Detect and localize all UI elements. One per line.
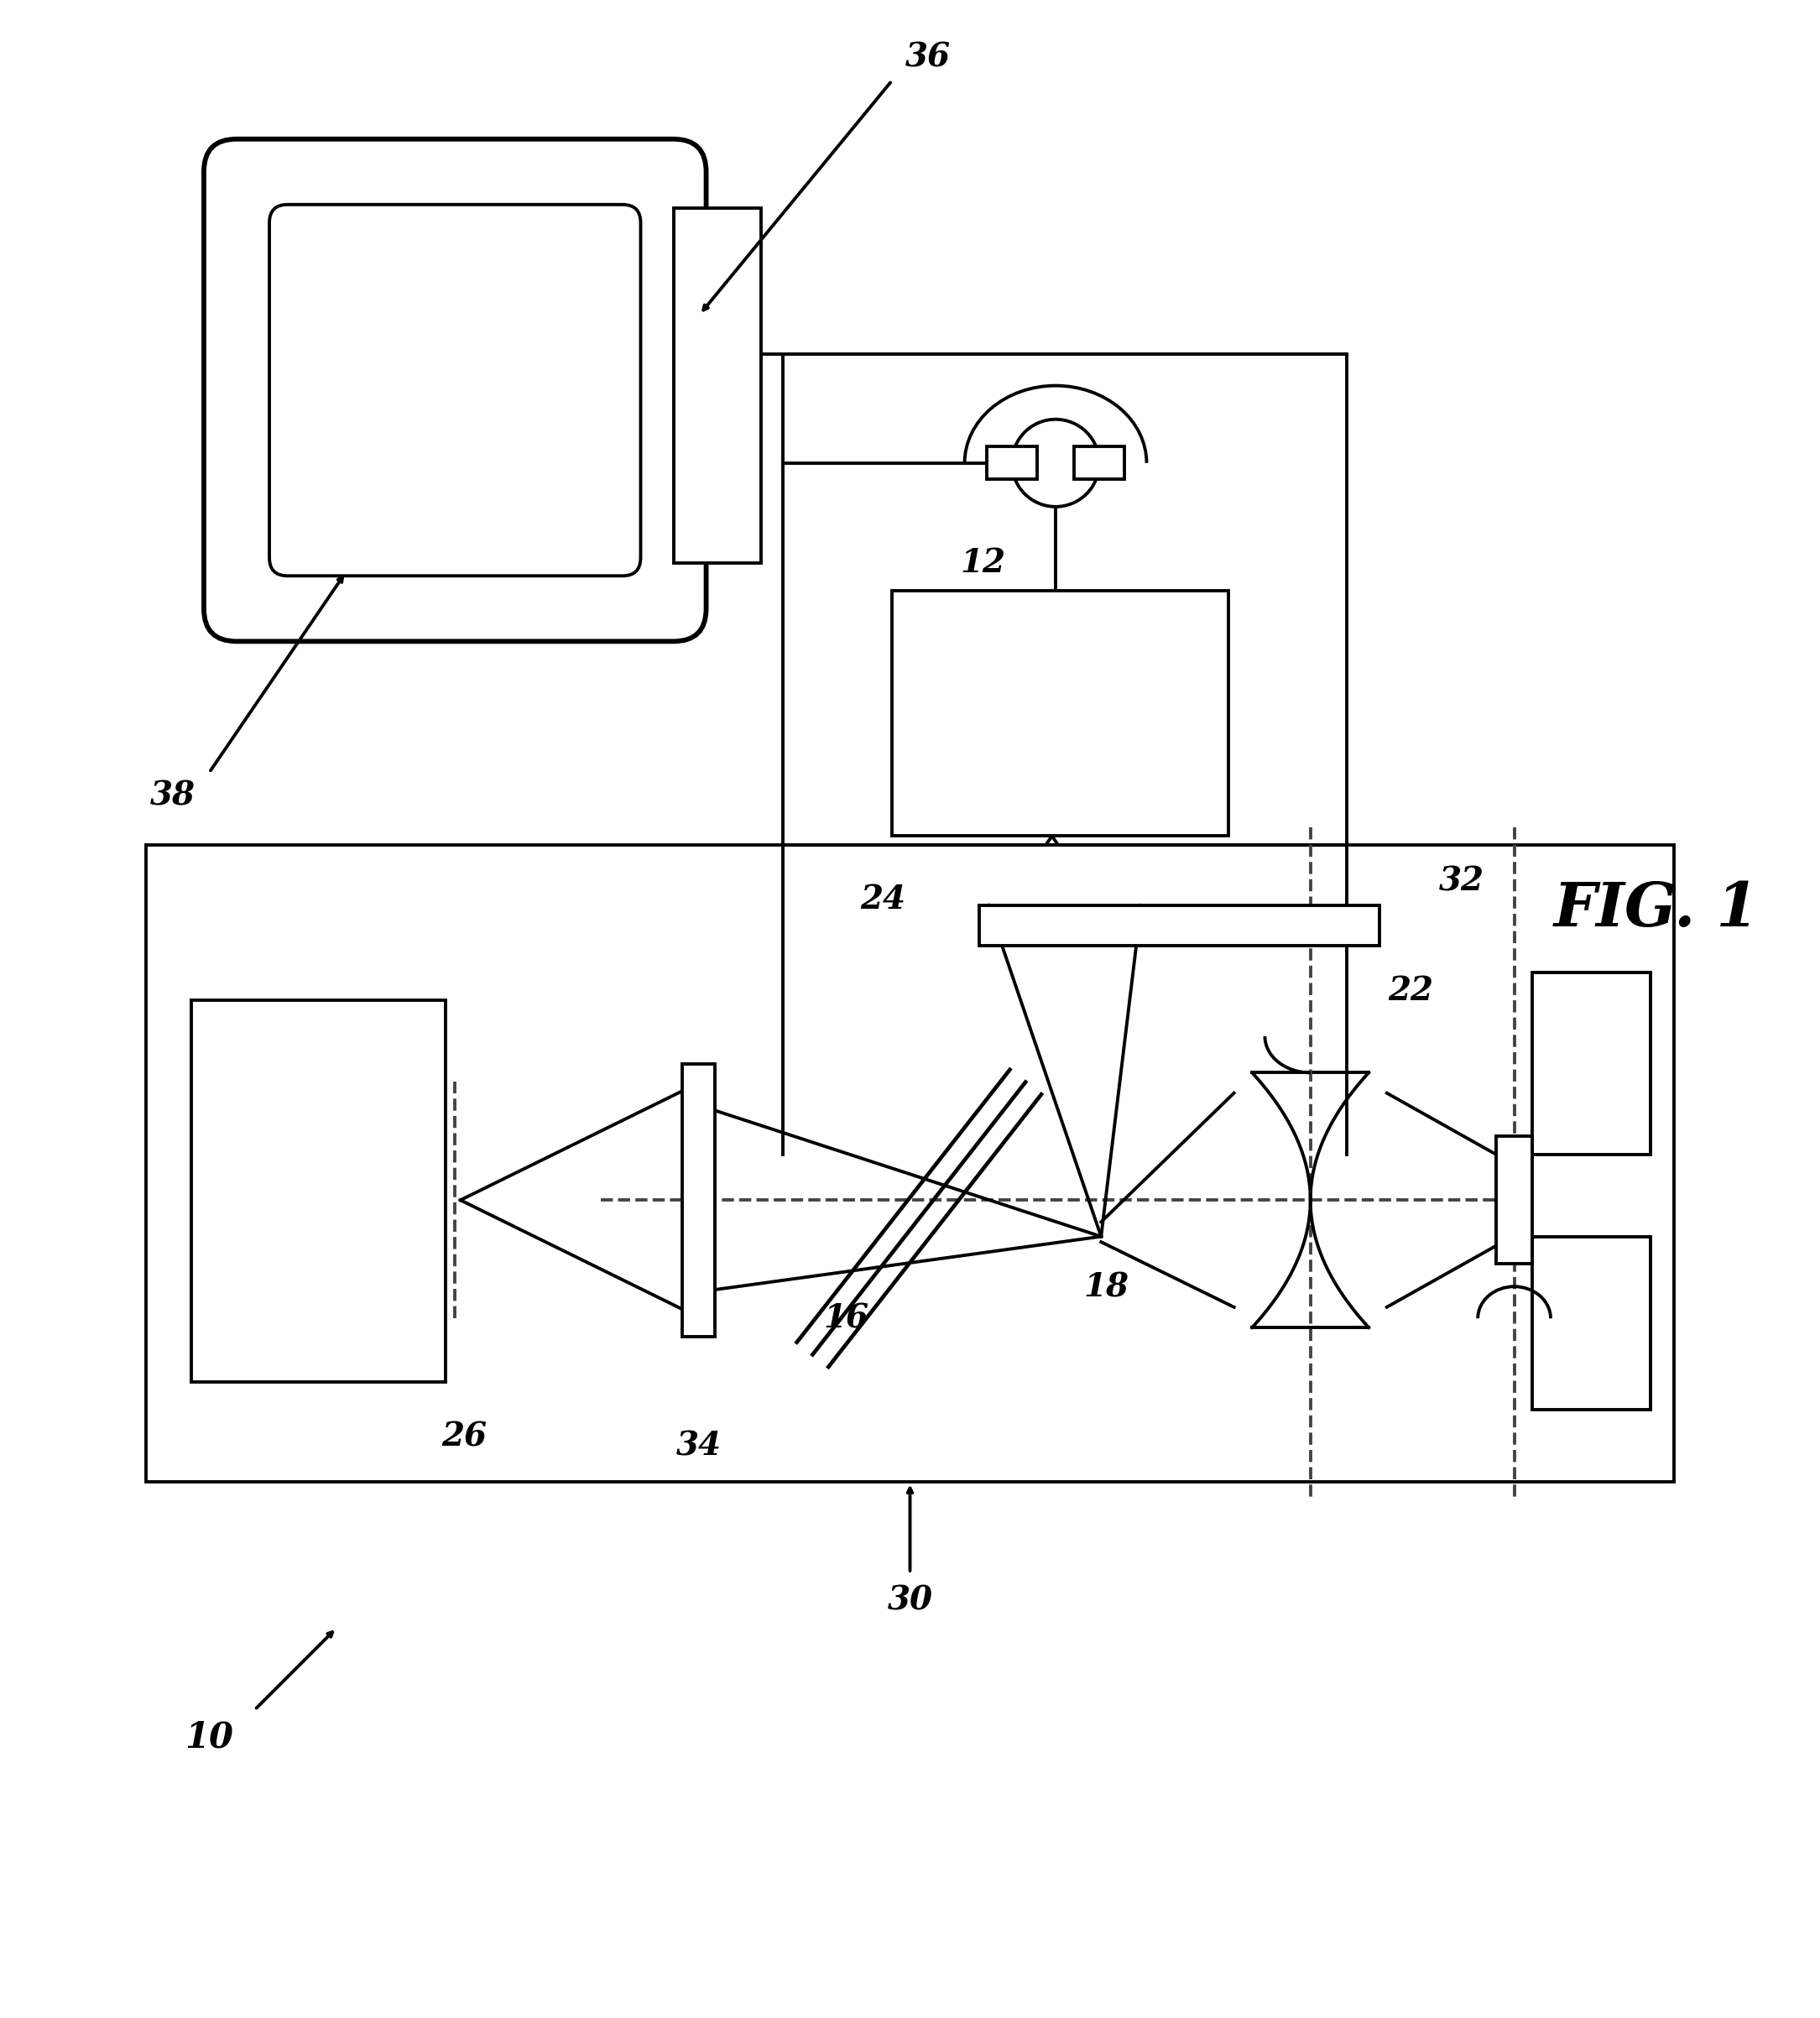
Text: 30: 30 xyxy=(888,1584,932,1616)
Bar xyxy=(682,1063,715,1336)
Text: 36: 36 xyxy=(906,40,950,73)
Bar xyxy=(1496,1136,1532,1263)
Text: 34: 34 xyxy=(677,1431,721,1461)
Bar xyxy=(191,999,446,1382)
Text: 22: 22 xyxy=(1389,975,1432,1007)
Text: 24: 24 xyxy=(861,884,905,916)
Text: 12: 12 xyxy=(961,547,1005,579)
Bar xyxy=(146,846,1674,1481)
Text: 26: 26 xyxy=(442,1421,486,1453)
Text: 40: 40 xyxy=(1580,1348,1623,1380)
Text: 28: 28 xyxy=(1037,698,1083,728)
Text: 32: 32 xyxy=(1440,866,1483,898)
Bar xyxy=(892,591,1228,835)
Bar xyxy=(986,446,1037,480)
Text: 18: 18 xyxy=(1085,1271,1128,1304)
Text: 10: 10 xyxy=(186,1719,233,1754)
Text: 14: 14 xyxy=(297,1174,340,1207)
Bar xyxy=(1532,1237,1651,1409)
Bar xyxy=(1532,973,1651,1154)
Text: 16: 16 xyxy=(824,1302,868,1334)
Bar xyxy=(979,906,1380,944)
Text: FIG. 1: FIG. 1 xyxy=(1554,880,1758,938)
FancyBboxPatch shape xyxy=(204,139,706,642)
Bar xyxy=(1074,446,1125,480)
Text: 20: 20 xyxy=(1571,1316,1614,1348)
FancyBboxPatch shape xyxy=(269,204,641,575)
Bar xyxy=(673,208,761,563)
Bar xyxy=(783,353,1347,1154)
Text: 38: 38 xyxy=(151,781,195,811)
